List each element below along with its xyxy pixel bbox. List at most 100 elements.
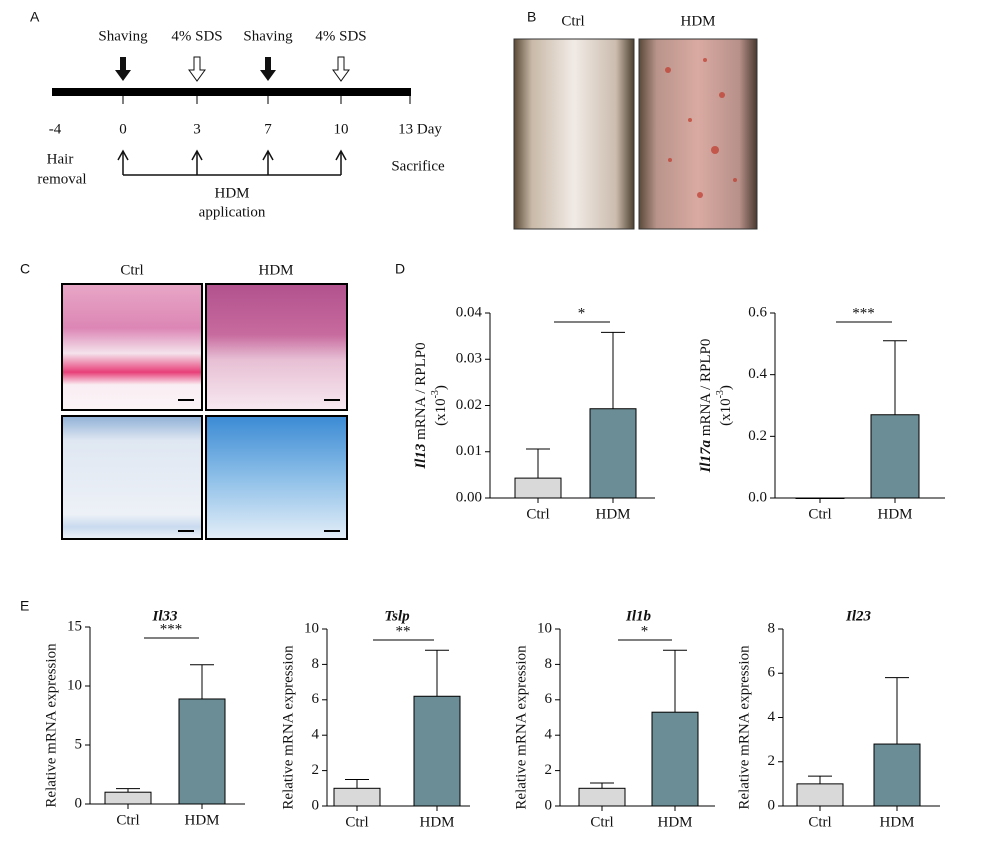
treatment-label: 4% SDS xyxy=(315,28,366,44)
arrow-filled xyxy=(115,57,131,81)
y-tick-label: 6 xyxy=(312,691,320,707)
bar-chart: 0.0 0.2 0.4 0.6 Ctrl HDM Il17a mRNA / RPLP0 (x1… xyxy=(698,304,945,522)
y-axis-unit: (x10-3) xyxy=(430,385,449,426)
arrow-open xyxy=(188,56,206,82)
day-label: -4 xyxy=(49,121,62,137)
unit: (x10 xyxy=(718,398,734,426)
panel-label: C xyxy=(20,261,30,277)
panel-label: E xyxy=(20,598,29,614)
timeline: Shaving 4% SDS Shaving 4% SDS -4 0 3 7 1… xyxy=(37,28,445,220)
x-tick-label: HDM xyxy=(879,814,914,830)
y-tick-label: 0 xyxy=(768,797,776,813)
significance: ** xyxy=(396,623,411,639)
panel-label: B xyxy=(527,9,536,25)
bar xyxy=(651,711,699,807)
x-tick-label: HDM xyxy=(877,506,912,522)
bar-chart: 0 2 4 6 8 10 Ctrl HDM Relative mRNA expression Il… xyxy=(513,608,715,830)
y-axis-label: Il13 mRNA / RPLP0 xyxy=(413,342,429,469)
y-tick-label: 0 xyxy=(545,797,553,813)
photo-ctrl xyxy=(513,38,635,230)
y-tick-label: 0.01 xyxy=(456,443,482,459)
application-label: application xyxy=(199,204,266,220)
y-tick-label: 6 xyxy=(768,665,776,681)
y-tick-label: 2 xyxy=(312,762,320,778)
bar xyxy=(413,695,461,807)
bar xyxy=(870,414,920,499)
y-axis-label: Relative mRNA expression xyxy=(513,645,529,810)
bar xyxy=(795,497,845,499)
x-tick-label: Ctrl xyxy=(808,506,831,522)
y-tick-label: 0.04 xyxy=(456,304,483,320)
photo-label: Ctrl xyxy=(120,262,143,278)
x-tick-label: Ctrl xyxy=(590,814,613,830)
application-label: HDM xyxy=(214,185,249,201)
y-axis-label: Relative mRNA expression xyxy=(280,645,296,810)
y-axis-unit: (x10-3) xyxy=(715,385,734,426)
chart-title: Il1b xyxy=(625,608,652,624)
y-tick-label: 8 xyxy=(312,656,320,672)
exponent: -3 xyxy=(715,390,726,398)
y-axis-label: Relative mRNA expression xyxy=(43,643,59,808)
significance: * xyxy=(578,305,586,321)
chart-title: Tslp xyxy=(384,608,410,624)
application-arrows xyxy=(117,149,347,176)
chart-title: Il33 xyxy=(151,608,178,624)
bar xyxy=(514,477,562,499)
significance: *** xyxy=(852,305,875,321)
x-tick-label: HDM xyxy=(419,814,454,830)
y-axis-label: Relative mRNA expression xyxy=(736,645,752,810)
bar-chart: 0 5 10 15 Ctrl HDM Relative mRNA expression Il3… xyxy=(43,608,245,828)
gene-name: Il13 xyxy=(413,443,429,470)
start-label: removal xyxy=(37,171,86,187)
day-label: 0 xyxy=(119,121,127,137)
treatment-label: Shaving xyxy=(243,28,293,44)
y-tick-label: 0.2 xyxy=(748,428,767,444)
y-tick-label: 8 xyxy=(545,656,553,672)
bar xyxy=(333,787,381,807)
bar-chart: 0.00 0.01 0.02 0.03 0.04 Ctrl HDM Il13 mRNA / R… xyxy=(413,304,655,522)
treatment-label: Shaving xyxy=(98,28,148,44)
y-tick-label: 0 xyxy=(312,797,320,813)
histology xyxy=(205,283,348,411)
unit-close: ) xyxy=(433,385,449,390)
bar xyxy=(796,783,844,807)
x-tick-label: Ctrl xyxy=(116,812,139,828)
timeline-bar xyxy=(52,88,411,96)
start-label: Hair xyxy=(47,151,74,167)
y-tick-label: 15 xyxy=(67,618,82,634)
bar xyxy=(178,698,226,805)
day-label: 13 Day xyxy=(398,121,442,137)
panel-label: D xyxy=(395,261,405,277)
label-text: mRNA / RPLP0 xyxy=(413,342,429,443)
day-label: 3 xyxy=(193,121,201,137)
day-label: 7 xyxy=(264,121,272,137)
panel-label: A xyxy=(30,9,40,25)
unit: (x10 xyxy=(433,398,449,426)
y-tick-label: 10 xyxy=(537,620,552,636)
y-tick-label: 0.03 xyxy=(456,351,482,367)
y-tick-label: 0.00 xyxy=(456,489,482,505)
y-tick-label: 2 xyxy=(545,762,553,778)
bar xyxy=(589,408,637,499)
gene-name: Il17a xyxy=(698,439,714,473)
end-label: Sacrifice xyxy=(391,158,445,174)
y-tick-label: 0.02 xyxy=(456,397,482,413)
y-tick-label: 0 xyxy=(75,795,83,811)
scale-bars xyxy=(178,399,340,532)
exponent: -3 xyxy=(430,390,441,398)
x-tick-label: HDM xyxy=(184,812,219,828)
label-text: mRNA / RPLP0 xyxy=(698,339,714,440)
y-tick-label: 4 xyxy=(545,727,553,743)
y-tick-label: 2 xyxy=(768,753,776,769)
bar xyxy=(873,743,921,807)
y-tick-label: 6 xyxy=(545,691,553,707)
unit-close: ) xyxy=(718,385,734,390)
treatment-label: 4% SDS xyxy=(171,28,222,44)
photo-label: HDM xyxy=(258,262,293,278)
photo-hdm xyxy=(638,38,758,230)
y-tick-label: 10 xyxy=(304,620,319,636)
x-tick-label: Ctrl xyxy=(526,506,549,522)
y-tick-label: 4 xyxy=(312,727,320,743)
y-tick-label: 5 xyxy=(75,736,83,752)
